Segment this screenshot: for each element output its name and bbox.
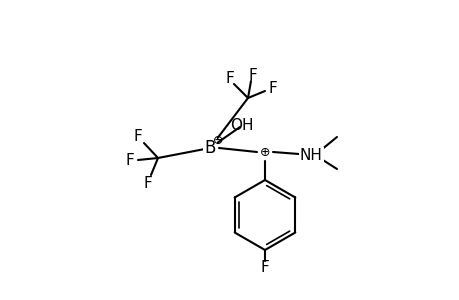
Text: OH: OH: [230, 118, 253, 133]
Text: ⊕: ⊕: [259, 146, 270, 158]
Text: F: F: [133, 128, 142, 143]
Text: ⊖: ⊖: [212, 134, 223, 146]
Text: F: F: [225, 70, 234, 86]
Text: F: F: [260, 260, 269, 275]
Text: F: F: [125, 152, 134, 167]
Text: F: F: [248, 68, 257, 82]
Text: B: B: [204, 139, 215, 157]
Text: F: F: [143, 176, 152, 190]
Text: NH: NH: [299, 148, 322, 163]
Text: F: F: [268, 80, 277, 95]
